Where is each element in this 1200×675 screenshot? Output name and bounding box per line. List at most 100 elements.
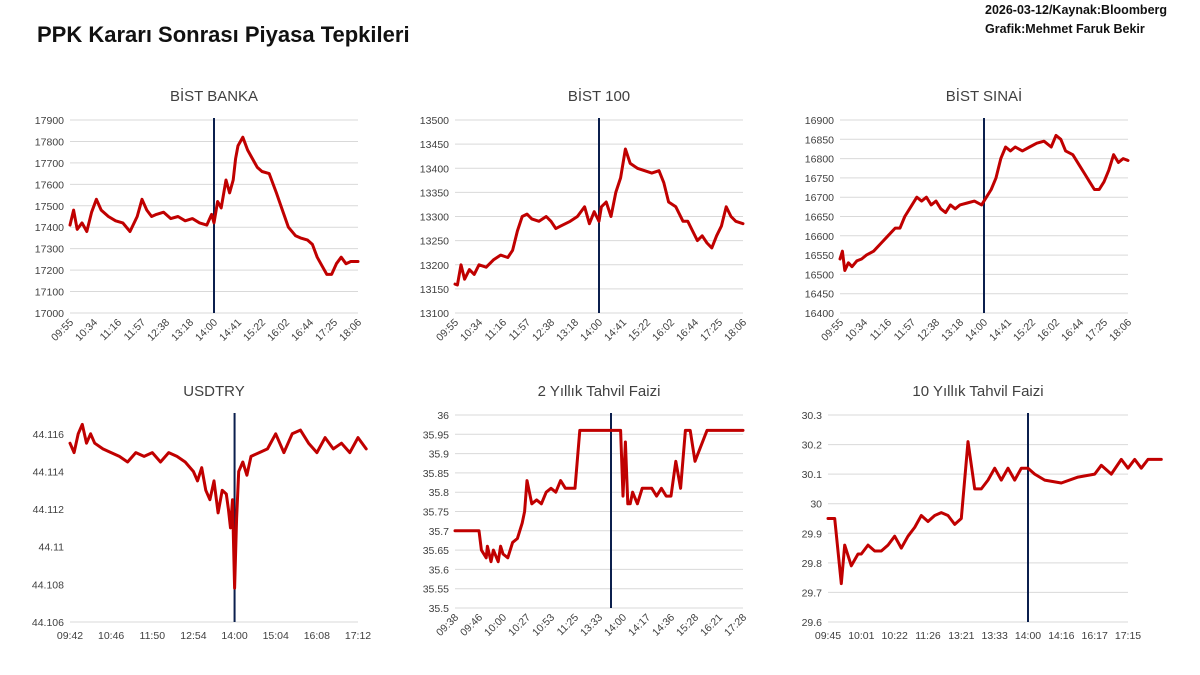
series-line xyxy=(68,135,360,276)
chart-bist-100: BİST 100 13100 13150 13200 13250 13300 13350 13… xyxy=(420,87,749,344)
x-tick-label: 09:55 xyxy=(434,317,461,344)
y-tick-label: 35.5 xyxy=(429,603,450,615)
y-tick-label: 36 xyxy=(437,410,449,422)
x-tick-label: 12:38 xyxy=(915,317,942,344)
chart-tahvil-10y: 10 Yıllık Tahvil Faizi 29.6 29.7 29.8 29.9 30… xyxy=(802,383,1163,642)
chart-title: USDTRY xyxy=(183,383,244,400)
y-tick-label: 44.112 xyxy=(33,504,64,516)
series-line xyxy=(453,428,745,564)
x-tick-label: 10:46 xyxy=(98,630,124,642)
x-tick-label: 17:28 xyxy=(722,612,749,639)
y-tick-label: 16450 xyxy=(805,289,834,301)
y-tick-label: 17500 xyxy=(35,201,64,213)
y-tick-label: 17400 xyxy=(35,222,64,234)
y-tick-label: 35.6 xyxy=(429,564,450,576)
y-tick-label: 13500 xyxy=(420,115,449,127)
x-tick-label: 12:38 xyxy=(145,317,172,344)
y-tick-label: 16500 xyxy=(805,269,834,281)
x-tick-label: 14:00 xyxy=(1015,630,1041,642)
x-tick-label: 14:41 xyxy=(987,317,1014,344)
x-tick-label: 14:00 xyxy=(221,630,247,642)
chart-title: 2 Yıllık Tahvil Faizi xyxy=(538,383,661,400)
y-tick-label: 17700 xyxy=(35,158,64,170)
y-tick-label: 16600 xyxy=(805,231,834,243)
chart-bist-banka: BİST BANKA 17000 17100 17200 17300 17400 17500… xyxy=(35,87,364,344)
chart-title: BİST SINAİ xyxy=(946,87,1022,105)
y-tick-label: 30.1 xyxy=(802,469,823,481)
y-tick-label: 13350 xyxy=(420,187,449,199)
author-line: Grafik:Mehmet Faruk Bekir xyxy=(985,22,1145,36)
x-tick-label: 16:44 xyxy=(1059,317,1086,344)
y-tick-label: 29.6 xyxy=(802,617,823,629)
y-tick-label: 16800 xyxy=(805,154,834,166)
series-line xyxy=(838,133,1130,272)
x-tick-label: 14:17 xyxy=(626,612,653,639)
y-tick-label: 13100 xyxy=(420,308,449,320)
x-tick-label: 11:16 xyxy=(868,317,895,344)
y-tick-label: 17600 xyxy=(35,179,64,191)
x-tick-label: 17:25 xyxy=(313,317,340,344)
x-tick-label: 14:00 xyxy=(963,317,990,344)
y-tick-label: 13150 xyxy=(420,284,449,296)
x-tick-label: 17:25 xyxy=(698,317,725,344)
x-tick-label: 15:22 xyxy=(241,317,268,344)
x-tick-label: 15:04 xyxy=(263,630,289,642)
x-tick-label: 13:21 xyxy=(948,630,974,642)
y-tick-label: 16750 xyxy=(805,173,834,185)
x-tick-label: 16:21 xyxy=(698,612,725,639)
y-tick-label: 13450 xyxy=(420,139,449,151)
x-tick-label: 17:25 xyxy=(1083,317,1110,344)
y-tick-label: 35.7 xyxy=(429,526,450,538)
x-tick-label: 17:12 xyxy=(345,630,371,642)
y-tick-label: 35.65 xyxy=(423,545,449,557)
y-tick-label: 17800 xyxy=(35,136,64,148)
x-tick-label: 10:34 xyxy=(73,317,100,344)
y-tick-label: 35.95 xyxy=(423,429,449,441)
x-tick-label: 10:34 xyxy=(458,317,485,344)
x-tick-label: 13:18 xyxy=(554,317,581,344)
x-tick-label: 13:33 xyxy=(982,630,1008,642)
x-tick-label: 18:06 xyxy=(722,317,749,344)
y-tick-label: 44.11 xyxy=(39,542,65,554)
y-tick-label: 35.85 xyxy=(423,468,449,480)
x-tick-label: 11:50 xyxy=(140,630,166,642)
y-tick-label: 29.8 xyxy=(802,558,823,570)
series-line xyxy=(68,422,368,590)
x-tick-label: 11:16 xyxy=(483,317,510,344)
x-tick-label: 14:36 xyxy=(650,612,677,639)
x-tick-label: 16:02 xyxy=(265,317,292,344)
y-tick-label: 30.3 xyxy=(802,410,823,422)
y-tick-label: 13250 xyxy=(420,236,449,248)
chart-title: BİST 100 xyxy=(568,87,630,105)
x-tick-label: 10:53 xyxy=(530,612,557,639)
x-tick-label: 13:18 xyxy=(169,317,196,344)
x-tick-label: 10:22 xyxy=(882,630,908,642)
y-tick-label: 13300 xyxy=(420,212,449,224)
x-tick-label: 11:26 xyxy=(915,630,941,642)
y-tick-label: 44.108 xyxy=(32,579,64,591)
chart-usdtry: USDTRY 44.106 44.108 44.11 44.112 44.114 44.11… xyxy=(32,383,371,642)
x-tick-label: 09:46 xyxy=(458,612,485,639)
x-tick-label: 09:55 xyxy=(819,317,846,344)
y-tick-label: 13400 xyxy=(420,163,449,175)
x-tick-label: 09:55 xyxy=(49,317,76,344)
x-tick-label: 13:33 xyxy=(578,612,605,639)
x-tick-label: 14:16 xyxy=(1048,630,1074,642)
chart-tahvil-2y: 2 Yıllık Tahvil Faizi 35.5 35.55 35.6 35.65 3… xyxy=(423,383,750,639)
x-tick-label: 10:01 xyxy=(848,630,874,642)
x-tick-label: 11:57 xyxy=(122,317,149,344)
x-tick-label: 09:45 xyxy=(815,630,841,642)
y-tick-label: 16850 xyxy=(805,134,834,146)
series-line xyxy=(826,440,1163,586)
series-line xyxy=(453,147,745,287)
chart-bist-sinai: BİST SINAİ 16400 16450 16500 16550 16600 16650… xyxy=(805,87,1134,344)
chart-title: BİST BANKA xyxy=(170,87,258,105)
x-tick-label: 14:41 xyxy=(602,317,629,344)
y-tick-label: 29.9 xyxy=(802,528,823,540)
x-tick-label: 11:57 xyxy=(892,317,919,344)
x-tick-label: 14:41 xyxy=(217,317,244,344)
x-tick-label: 16:02 xyxy=(650,317,677,344)
y-tick-label: 17300 xyxy=(35,244,64,256)
x-tick-label: 15:22 xyxy=(626,317,653,344)
